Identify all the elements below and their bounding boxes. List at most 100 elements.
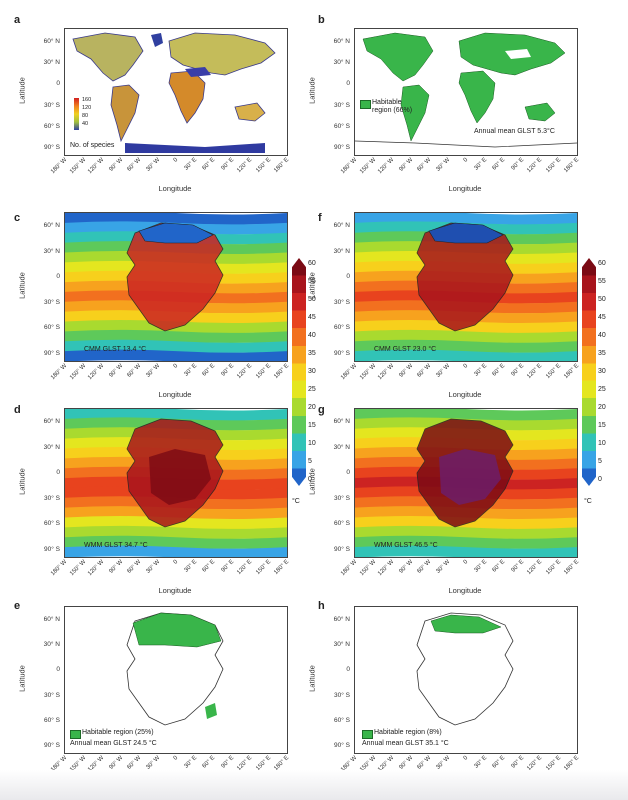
colorbar-tick: 60 [308,260,316,267]
latitude-tick: 30° N [43,443,60,451]
species-colorbar [74,98,79,130]
temperature-band [355,535,577,549]
colorbar-tick: 0 [598,476,602,483]
panel-letter: c [14,212,21,224]
panel-letter: g [318,404,325,416]
cold-region [428,222,504,244]
habitable-legend-swatch [362,730,373,739]
latitude-tick: 30° S [44,298,60,306]
latitude-tick: 90° S [334,144,350,151]
y-axis-label: Latitude [307,77,317,104]
latitude-tick: 0 [56,80,60,88]
y-axis-label: Latitude [17,77,27,104]
species-tick: 80 [82,113,89,119]
latitude-tick: 60° N [333,418,350,425]
cmm-temperature-map [64,212,288,362]
panel-letter: a [14,14,21,26]
temperature-band [65,535,287,549]
glst-annotation: CMM GLST 13.4 °C [84,346,147,353]
latitude-tick: 60° S [44,716,60,724]
temperature-colorbar [582,258,596,486]
latitude-tick: 30° S [44,494,60,502]
habitable-legend-label: Habitable region (66%) [372,99,413,114]
latitude-tick: 0 [346,469,350,477]
glst-annotation: WMM GLST 34.7 °C [84,542,148,549]
temperature-field [65,213,287,361]
x-axis-label: Longitude [448,184,482,193]
supercontinent-outline [126,222,224,332]
temperature-band [355,339,577,353]
latitude-tick: 60° S [334,716,350,724]
latitude-tick: 30° S [44,691,60,699]
habitable-region [205,703,217,719]
latitude-tick: 90° S [334,742,350,749]
temperature-band [355,545,577,557]
species-legend-title: No. of species [70,142,115,149]
species-tick: 160 [82,97,92,103]
latitude-tick: 60° N [43,616,60,623]
latitude-tick: 90° S [334,546,350,553]
colorbar-tick: 50 [598,296,606,303]
colorbar-tick: 15 [598,422,606,429]
latitude-tick: 90° S [44,546,60,553]
species-map-graphic [72,32,276,153]
colorbar-tick: 20 [308,404,316,411]
colorbar-tick: 35 [308,350,316,357]
glst-annotation: Annual mean GLST 5.3°C [474,128,555,135]
colorbar-tick: 55 [308,278,316,285]
colorbar-tick: 10 [308,440,316,447]
y-axis-label: Latitude [17,468,27,495]
latitude-tick: 60° N [43,38,60,45]
latitude-tick: 0 [56,469,60,477]
panel-letter: e [14,600,21,612]
y-axis-label: Latitude [17,665,27,692]
latitude-tick: 90° S [44,350,60,357]
latitude-tick: 60° S [334,520,350,528]
temperature-band [355,329,577,344]
glst-annotation: Annual mean GLST 24.5 °C [70,740,157,747]
habitable-legend-label: Habitable region (25%) [82,729,154,736]
cold-region [138,222,214,244]
latitude-tick: 60° S [44,324,60,332]
colorbar-tick: 30 [598,368,606,375]
latitude-tick: 30° S [334,494,350,502]
temperature-band [65,339,287,353]
latitude-tick: 0 [56,666,60,674]
latitude-tick: 30° N [43,247,60,255]
glst-annotation: WMM GLST 46.5 °C [374,542,438,549]
habitable-field [416,612,514,726]
bottom-fade [0,770,628,800]
colorbar-tick: 35 [598,350,606,357]
supercontinent-outline [416,612,514,726]
panel-letter: h [318,600,325,612]
colorbar-tick: 5 [308,458,312,465]
colorbar-tick: 5 [598,458,602,465]
colorbar-tick: 45 [598,314,606,321]
colorbar-unit: °C [584,498,592,505]
y-axis-label: Latitude [307,272,317,299]
temperature-field [355,213,577,361]
latitude-tick: 60° S [334,122,350,130]
latitude-tick: 90° S [334,350,350,357]
latitude-tick: 30° S [44,101,60,109]
latitude-tick: 60° S [44,122,60,130]
latitude-tick: 30° N [333,247,350,255]
habitable-map-present [354,28,578,156]
habitable-region [430,614,502,634]
colorbar-unit: °C [292,498,300,505]
colorbar-tick: 50 [308,296,316,303]
x-axis-label: Longitude [158,586,192,595]
x-axis-label: Longitude [158,390,192,399]
cmm-temperature-map [354,212,578,362]
wmm-temperature-map [64,408,288,558]
latitude-tick: 90° S [44,144,60,151]
species-tick: 120 [82,105,92,111]
colorbar-tick: 55 [598,278,606,285]
colorbar-tick: 15 [308,422,316,429]
glst-annotation: CMM GLST 23.0 °C [374,346,437,353]
colorbar-tick: 0 [308,476,312,483]
hot-region [439,449,501,505]
colorbar-tick: 60 [598,260,606,267]
y-axis-label: Latitude [307,468,317,495]
colorbar-tick: 40 [598,332,606,339]
